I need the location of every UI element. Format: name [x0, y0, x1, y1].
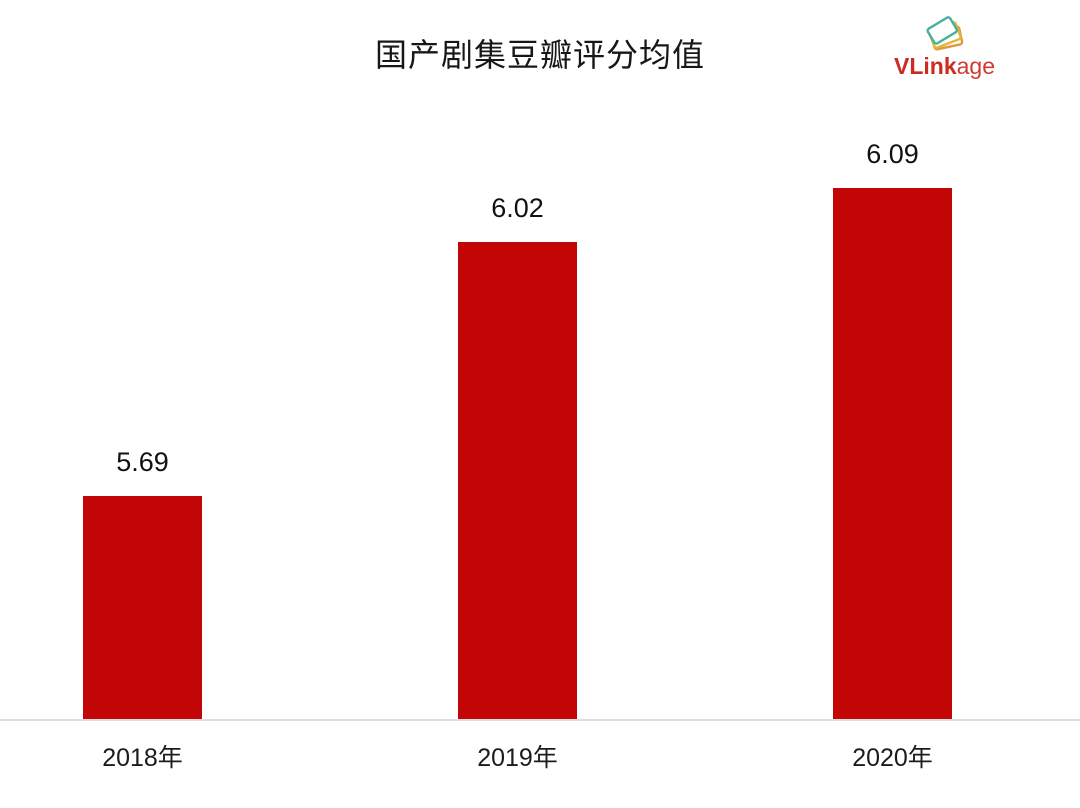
vlinkage-logo: VLinkage: [894, 16, 1034, 78]
bar-value-label: 6.09: [866, 139, 919, 169]
bar-2019年: [458, 242, 577, 719]
logo-text: VLinkage: [894, 55, 995, 78]
bar-value-label: 6.02: [491, 193, 544, 223]
bar-value-label: 5.69: [116, 447, 169, 477]
x-axis-tick-label: 2020年: [852, 744, 933, 772]
x-axis-tick-label: 2018年: [102, 744, 183, 772]
bar-2020年: [833, 188, 952, 719]
stacked-cards-icon: [926, 16, 964, 51]
logo-text-light: age: [956, 53, 995, 79]
x-axis-tick-label: 2019年: [477, 744, 558, 772]
chart-title: 国产剧集豆瓣评分均值: [374, 37, 705, 73]
bar-2018年: [83, 496, 202, 719]
x-axis-line: [0, 719, 1080, 721]
logo-text-bold: VLink: [894, 53, 957, 79]
